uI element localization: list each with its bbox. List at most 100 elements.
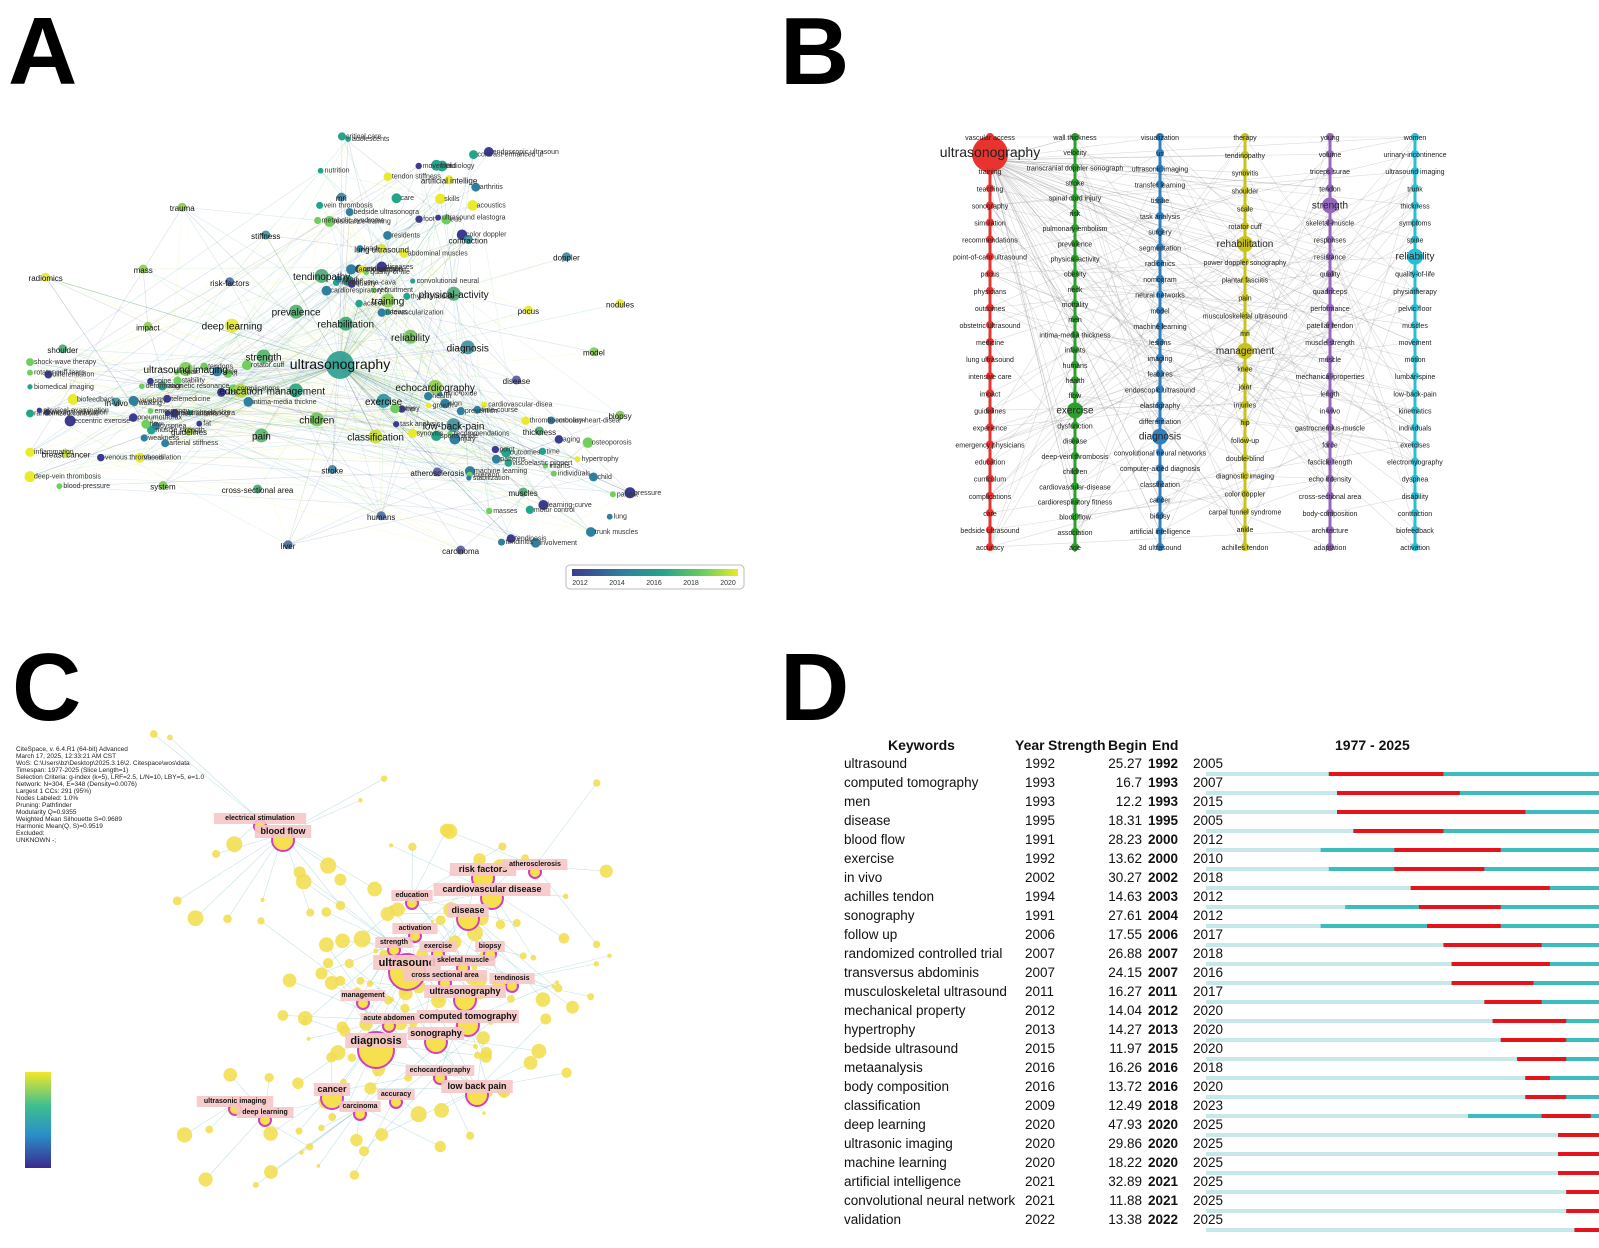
timeline-inactive [1206, 1057, 1599, 1061]
burst-end: 2018 [1193, 946, 1224, 961]
panel-a-edge [143, 266, 382, 270]
panel-a-minor-label: trunk muscles [595, 529, 639, 536]
panel-c-edge [534, 865, 597, 945]
timeline-active [1353, 829, 1599, 833]
panel-a-edge [182, 206, 526, 421]
panel-b-label: therapy [1233, 135, 1257, 142]
panel-c-minor-node [388, 843, 394, 848]
panel-a-minor-node [26, 358, 34, 367]
panel-b-node [1326, 389, 1334, 398]
panel-b-label: health [1065, 378, 1084, 385]
panel-a-minor-label: eus [450, 217, 462, 224]
panel-a-minor-node [589, 472, 598, 482]
panel-a-minor-label: dyspnea [160, 423, 187, 430]
panel-a-minor-node [44, 370, 53, 379]
panel-a-edge [174, 347, 468, 414]
panel-a-minor-label: hypertrophy [582, 456, 619, 463]
panel-b-edge [1074, 334, 1331, 360]
panel-b-node [1407, 248, 1423, 265]
burst-row: follow up 2006 17.55 2006 2017 [838, 925, 1599, 947]
burst-begin: 2004 [1148, 908, 1179, 923]
panel-a-minor-node [67, 394, 79, 405]
panel-a-minor-node [542, 463, 549, 469]
burst-strength: 30.27 [1108, 870, 1142, 885]
panel-c-colorbar [25, 1072, 51, 1168]
panel-b-label: pulmonary-embolism [1043, 226, 1108, 233]
panel-a-edge [440, 198, 490, 511]
panel-a-node [143, 321, 153, 331]
panel-a-minor-node [415, 215, 423, 223]
panel-b-edge [989, 159, 1076, 502]
panel-a-edge [150, 197, 397, 412]
panel-b-edge [1329, 239, 1416, 496]
panel-c-meta-line: Pruning: Pathfinder [16, 802, 72, 809]
panel-a-edge [39, 409, 413, 434]
panel-a-minor-node [538, 500, 549, 511]
panel-b-node [1241, 293, 1249, 302]
panel-c-minor-node [587, 993, 595, 1001]
panel-a-node [138, 264, 148, 274]
panel-a-edge [29, 336, 411, 373]
panel-a-edge [489, 510, 591, 533]
panel-b-node [986, 303, 994, 312]
panel-c-minor-node [593, 961, 600, 967]
timeline-burst [1566, 1190, 1599, 1194]
burst-row: deep learning 2020 47.93 2020 2025 [838, 1115, 1599, 1137]
panel-a-minor-node [324, 215, 335, 227]
panel-a-edge [339, 364, 592, 533]
panel-a-edge [229, 281, 540, 432]
panel-a-edge [332, 139, 349, 470]
panel-b-cluster-columns: vascular accessultrasonographytrainingte… [940, 133, 1447, 552]
panel-c-node-label: education [395, 892, 428, 899]
panel-a-minor-node [424, 391, 433, 401]
panel-b-node [1411, 320, 1419, 329]
panel-a-node [283, 540, 293, 550]
panel-c-minor-node [364, 1082, 377, 1095]
panel-b-label: tendon [1319, 186, 1341, 193]
burst-year: 2020 [1025, 1136, 1056, 1151]
panel-a-node [615, 410, 625, 420]
panel-c-minor-node [198, 1172, 213, 1187]
burst-end: 2017 [1193, 984, 1224, 999]
panel-b-edge [989, 288, 1076, 428]
panel-a-edge [177, 380, 530, 511]
panel-a-edge [162, 385, 578, 460]
panel-a-minor-label: time-course [481, 407, 518, 414]
panel-a-edge [316, 419, 382, 516]
panel-c-node-label: acute abdomen [363, 1015, 414, 1022]
panel-b-node [1411, 150, 1419, 159]
panel-a-minor-node [525, 505, 535, 514]
panel-c-minor-node [607, 953, 612, 958]
panel-c-minor-node [328, 1113, 337, 1121]
panel-a-edge [150, 410, 526, 422]
panel-b-edge [1244, 386, 1331, 496]
panel-a-node-label: disease [503, 377, 531, 386]
panel-b-edge [989, 159, 1246, 316]
panel-a-minor-label: cardiorespiratory fi [330, 288, 388, 295]
panel-a-edge [339, 364, 517, 381]
panel-a-edge [240, 179, 450, 391]
panel-a-edge [467, 239, 490, 511]
panel-b-edge [1244, 273, 1331, 423]
panel-a-minor-label: thromboembolism [530, 418, 586, 425]
panel-c-label-box [441, 1080, 513, 1093]
panel-b-node [1241, 543, 1249, 551]
burst-keyword: blood flow [844, 832, 905, 847]
burst-keyword: metaanalysis [844, 1060, 923, 1075]
panel-b-edge [1159, 325, 1416, 462]
panel-b-node [986, 440, 994, 449]
burst-timeline [1206, 1085, 1599, 1099]
panel-b-label: electromyography [1387, 460, 1443, 467]
panel-a-edge [339, 234, 463, 366]
panel-b-edge [989, 404, 1246, 411]
panel-b-edge [1329, 495, 1416, 514]
panel-b-node [1156, 306, 1164, 315]
panel-a-minor-label: fat [203, 421, 211, 428]
burst-end: 2020 [1193, 1003, 1224, 1018]
panel-a-node-label: impact [136, 323, 160, 332]
panel-b-node [986, 372, 994, 381]
panel-b-edge [989, 170, 1416, 309]
panel-b-node [1241, 150, 1249, 159]
panel-a-minor-node [200, 362, 209, 371]
panel-a-edge [48, 374, 544, 506]
